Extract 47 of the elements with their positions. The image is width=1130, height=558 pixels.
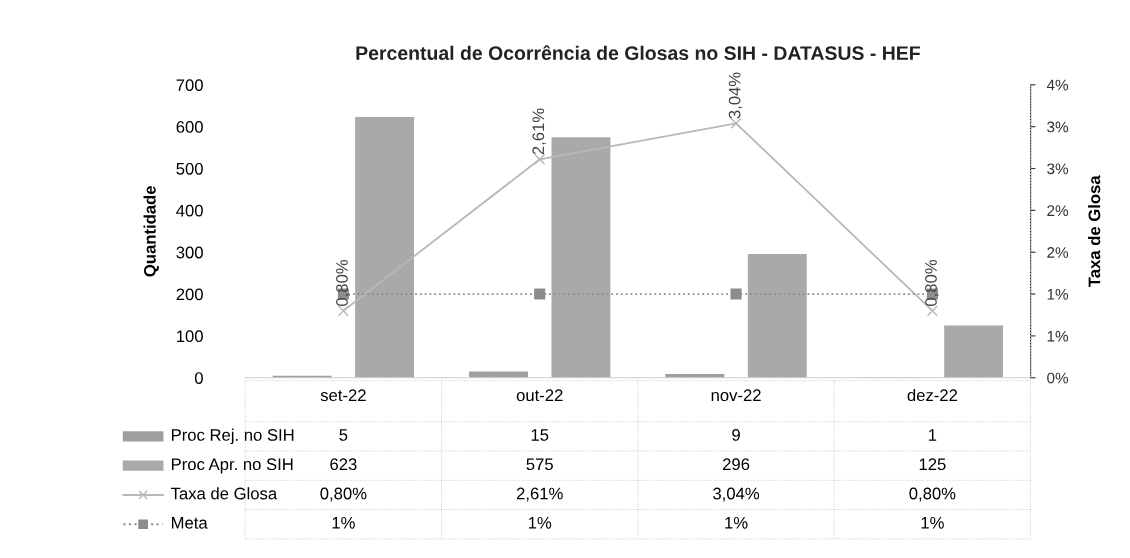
y2-tick-label: 1% xyxy=(1047,289,1069,300)
data-label: 2,61% xyxy=(516,487,563,502)
y-tick-label: 700 xyxy=(176,79,203,92)
data-label: 125 xyxy=(919,458,946,471)
y2-tick-label: 2% xyxy=(1047,247,1069,258)
y2-tick-label: 4% xyxy=(1046,79,1069,91)
y2-tick-label: 1% xyxy=(1047,330,1069,342)
y-tick-label: 100 xyxy=(177,330,203,343)
data-label: 15 xyxy=(531,429,549,441)
legend-label: Proc Rej. no SIH xyxy=(171,428,294,445)
x-tick-label: out-22 xyxy=(516,389,563,402)
data-label: 3,04% xyxy=(713,487,760,502)
data-label: 296 xyxy=(722,458,750,471)
data-label: 1% xyxy=(332,516,355,529)
y2-tick-label: 2% xyxy=(1047,205,1069,216)
text: 3,04% xyxy=(728,72,743,119)
y-tick-label: 200 xyxy=(176,288,203,301)
y-tick-label: 400 xyxy=(176,204,203,217)
y2-tick-label: 3% xyxy=(1047,121,1069,133)
y2-tick-label: 3% xyxy=(1047,163,1069,175)
y-tick-label: 0 xyxy=(194,372,203,384)
y-tick-label: 300 xyxy=(176,246,203,259)
y-tick-label: 500 xyxy=(176,162,203,175)
data-label: 1% xyxy=(921,516,944,529)
text: 2,61% xyxy=(532,108,547,155)
chart-title: Percentual de Ocorrência de Glosas no SIH - DATASUS - HEF xyxy=(356,45,920,61)
y2-axis-title: Taxa de Glosa xyxy=(1088,175,1101,287)
data-label: 5 xyxy=(339,429,348,441)
data-label: 623 xyxy=(330,458,357,471)
data-label: 1% xyxy=(528,516,552,529)
legend-label: Meta xyxy=(171,517,208,529)
legend-label: Taxa de Glosa xyxy=(170,487,278,500)
y-axis-title: Quantidade xyxy=(143,186,159,277)
data-label: 0,80% xyxy=(320,487,367,502)
y2-tick-label: 0% xyxy=(1047,372,1069,384)
data-label: 0,80% xyxy=(909,487,956,502)
x-tick-label: dez-22 xyxy=(907,388,958,402)
data-label: 1% xyxy=(725,516,748,529)
text: 0,80% xyxy=(925,259,939,306)
legend-label: Proc Apr. no SIH xyxy=(171,458,293,474)
text: 0,80% xyxy=(336,259,350,306)
data-label: 1 xyxy=(929,429,937,441)
x-tick-label: set-22 xyxy=(320,389,366,402)
data-label: 575 xyxy=(526,458,553,471)
data-label: 9 xyxy=(732,429,740,441)
x-tick-label: nov-22 xyxy=(711,389,761,402)
y-tick-label: 600 xyxy=(176,121,203,133)
